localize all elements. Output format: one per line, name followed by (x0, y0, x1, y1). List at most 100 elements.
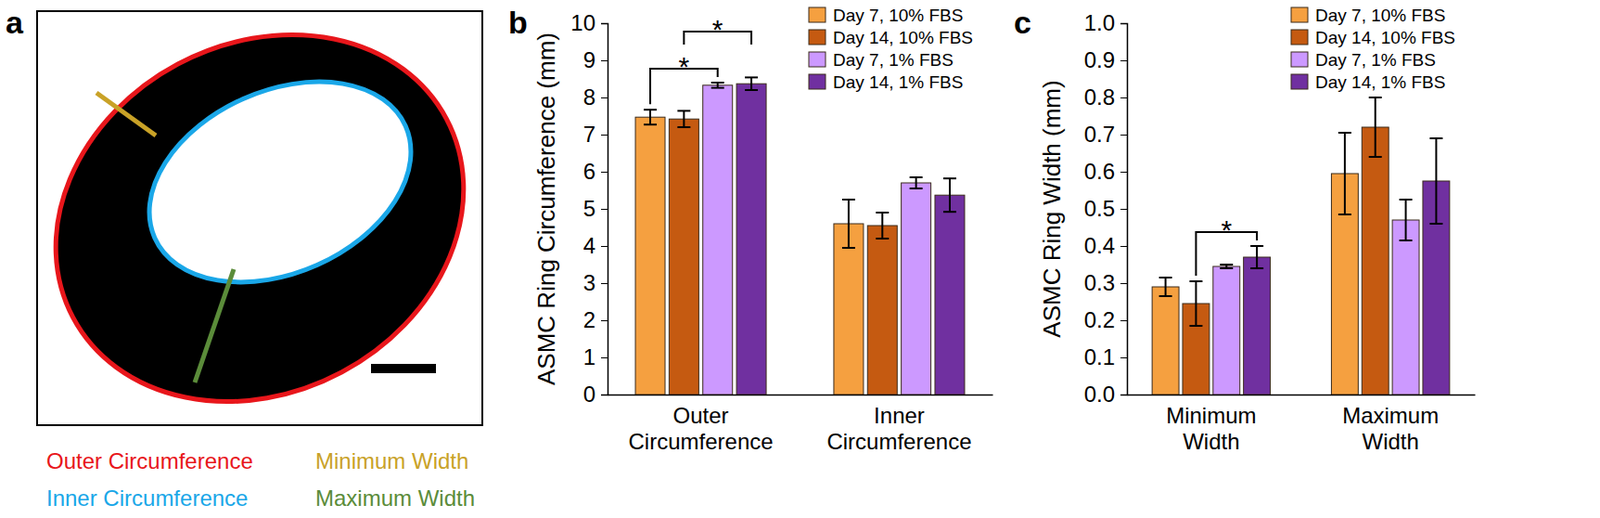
y-tick-label: 0.9 (1084, 47, 1115, 73)
x-tick-label-line: Circumference (826, 428, 972, 454)
error-cap (1250, 244, 1264, 247)
error-stem (1344, 132, 1346, 215)
error-bar (744, 76, 758, 90)
x-tick-label: MaximumWidth (1342, 402, 1439, 454)
x-axis: Minimum WidthMaximumWidth (1127, 394, 1476, 454)
x-tick-label-line: Outer (673, 402, 730, 428)
legend-swatch (808, 74, 826, 90)
y-tick-mark (1120, 171, 1127, 173)
y-tick: 0.4 (1084, 232, 1127, 258)
panel-letter: c (1013, 4, 1032, 40)
bar (1243, 256, 1271, 395)
y-tick: 6 (583, 158, 608, 184)
diagram-label: Inner Circumference (46, 485, 248, 511)
legend-label: Day 7, 1% FBS (832, 50, 954, 70)
y-tick: 7 (583, 121, 608, 147)
error-stem (847, 199, 850, 248)
y-tick: 5 (583, 195, 608, 221)
y-tick: 0.7 (1084, 121, 1127, 147)
y-tick-mark (601, 282, 608, 284)
y-tick-label: 0.1 (1084, 344, 1115, 370)
y-tick-mark (601, 171, 608, 173)
x-axis: OuterCircumferenceInnerCircumference (608, 394, 994, 454)
y-axis: 0.00.10.20.30.40.50.60.70.80.91.0 (1084, 10, 1128, 407)
error-cap (1399, 239, 1413, 242)
error-bar (1369, 97, 1383, 157)
error-cap (1429, 222, 1443, 225)
y-tick: 4 (583, 232, 608, 258)
y-tick-label: 0.7 (1084, 121, 1115, 147)
error-cap (1219, 263, 1233, 266)
y-tick-label: 2 (583, 307, 596, 333)
y-tick: 0 (583, 381, 608, 407)
error-bar (1250, 245, 1264, 269)
error-cap (943, 177, 957, 180)
y-tick: 3 (583, 269, 608, 295)
x-tick: InnerCircumference (826, 394, 972, 454)
y-tick-label: 1 (583, 344, 596, 370)
ring (0, 0, 529, 472)
outer-outline (0, 0, 529, 472)
min-width-line (96, 92, 156, 136)
x-tick-label-line: Width (1361, 428, 1419, 454)
y-tick-mark (601, 97, 608, 99)
y-tick-label: 0.4 (1084, 232, 1115, 258)
y-tick-label: 8 (583, 84, 596, 110)
panel-c: c0.00.10.20.30.40.50.60.70.80.91.0Minimu… (1013, 4, 1476, 454)
error-stem (649, 109, 652, 125)
error-cap (1219, 267, 1233, 269)
error-cap (1250, 267, 1264, 269)
y-tick: 0.5 (1084, 195, 1127, 221)
significance-bracket: * (683, 13, 752, 45)
error-cap (744, 89, 758, 91)
bar (1392, 219, 1420, 395)
legend-label: Day 14, 10% FBS (1315, 27, 1456, 48)
error-bar (943, 178, 957, 212)
legend-swatch (808, 7, 826, 23)
y-tick-mark (1120, 282, 1127, 284)
y-tick-mark (601, 23, 608, 25)
error-cap (943, 210, 957, 213)
figure: aOuter CircumferenceMinimum WidthInner C… (0, 0, 1600, 518)
y-tick: 0.8 (1084, 84, 1127, 110)
error-bar (1338, 132, 1352, 215)
error-cap (677, 126, 691, 128)
y-tick-label: 9 (583, 47, 596, 73)
y-tick-label: 5 (583, 195, 596, 221)
error-cap (677, 109, 691, 112)
y-axis: 012345678910 (570, 10, 608, 407)
x-tick-label-line: Minimum (1165, 402, 1256, 428)
error-stem (750, 76, 753, 90)
y-tick-label: 6 (583, 158, 596, 184)
diagram-label: Maximum Width (315, 485, 475, 511)
error-cap (909, 187, 923, 190)
y-tick-label: 0.6 (1084, 158, 1115, 184)
x-tick-label-line: Circumference (628, 428, 774, 454)
error-cap (1159, 276, 1173, 279)
error-stem (682, 110, 685, 128)
error-cap (1189, 324, 1203, 327)
error-cap (1338, 213, 1352, 216)
error-cap (1189, 280, 1203, 282)
y-axis-title: ASMC Ring Width (mm) (1037, 79, 1066, 337)
y-tick-mark (1120, 245, 1127, 247)
y-tick-mark (1120, 320, 1127, 321)
x-tick-label: OuterCircumference (628, 402, 774, 454)
legend-label: Day 14, 1% FBS (832, 72, 963, 92)
error-cap (842, 198, 856, 201)
error-stem (1374, 97, 1377, 157)
y-tick: 0.9 (1084, 47, 1127, 73)
legend-swatch (808, 29, 826, 45)
legend-label: Day 14, 1% FBS (1315, 72, 1446, 92)
y-tick-mark (1120, 208, 1127, 210)
y-tick: 0.6 (1084, 158, 1127, 184)
y-tick-mark (1120, 134, 1127, 136)
error-cap (875, 237, 889, 240)
y-tick: 1.0 (1084, 10, 1127, 36)
error-stem (1405, 199, 1408, 241)
bar (668, 118, 699, 395)
y-tick-mark (1120, 97, 1127, 99)
x-tick: OuterCircumference (628, 394, 774, 454)
y-tick: 0.3 (1084, 269, 1127, 295)
scale-bar (371, 363, 436, 373)
